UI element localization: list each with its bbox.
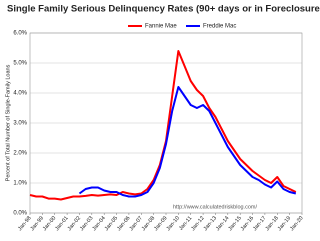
y-axis-label: Percent of Total Number of Single-Family… (5, 64, 11, 181)
legend-label: Freddie Mac (203, 24, 236, 30)
y-tick-label: 0.0% (13, 211, 27, 217)
chart-title: Single Family Serious Delinquency Rates … (7, 4, 320, 15)
y-tick-label: 1.0% (13, 181, 27, 187)
watermark: http://www.calculatedriskblog.com/ (173, 204, 258, 210)
y-tick-label: 6.0% (13, 31, 27, 37)
y-tick-label: 2.0% (13, 151, 27, 157)
y-tick-label: 5.0% (13, 61, 27, 67)
series-line (78, 86, 297, 198)
y-tick-label: 3.0% (13, 121, 27, 127)
legend-label: Fannie Mae (145, 24, 177, 30)
y-tick-label: 4.0% (13, 91, 27, 97)
